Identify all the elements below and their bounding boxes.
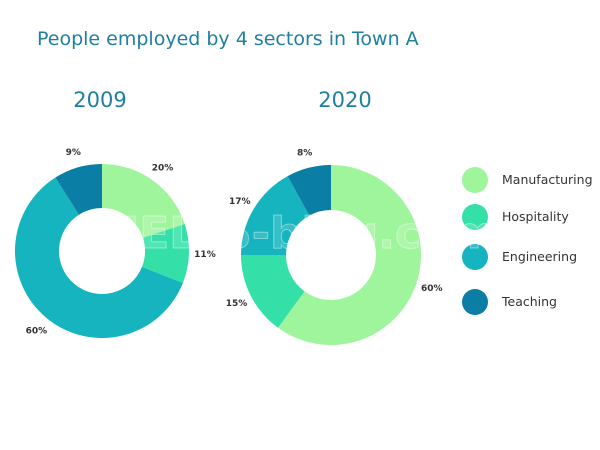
slice-2009-hospitality [141,224,189,284]
slice-2020-hospitality [241,255,305,328]
slice-2020-manufacturing [278,165,422,345]
slice-2020-teaching [287,165,331,216]
chart-2009-title: 2009 [73,88,126,112]
legend-label-engineering: Engineering [502,249,577,264]
chart-title: People employed by 4 sectors in Town A [37,28,419,50]
chart-2020-title: 2020 [318,88,371,112]
legend-label-hospitality: Hospitality [502,209,569,224]
data-label-2009-hospitality: 11% [194,250,216,260]
data-label-2020-hospitality: 15% [226,299,248,309]
legend-swatch-manufacturing [462,167,488,193]
slice-2009-teaching [55,164,102,215]
data-label-2009-manufacturing: 20% [152,164,174,174]
data-label-2009-engineering: 60% [26,326,48,336]
pie-group: 20% 11% 60% 9% 60% 15% 17% 8% [14,148,443,345]
data-label-2009-teaching: 9% [66,148,81,158]
slice-2009-engineering [14,177,183,338]
legend-label-teaching: Teaching [501,294,557,309]
legend-swatch-engineering [462,244,488,270]
data-label-2020-engineering: 17% [229,197,251,207]
legend-swatch-teaching [462,289,488,315]
data-label-2020-teaching: 8% [297,148,312,158]
slice-2020-engineering [241,176,310,255]
legend-swatch-hospitality [462,204,488,230]
legend: Manufacturing Hospitality Engineering Teach… [462,167,593,315]
data-label-2020-manufacturing: 60% [421,284,443,294]
slice-2009-manufacturing [102,164,185,238]
legend-label-manufacturing: Manufacturing [502,172,593,187]
watermark: IELTS-blog.com [123,208,497,259]
